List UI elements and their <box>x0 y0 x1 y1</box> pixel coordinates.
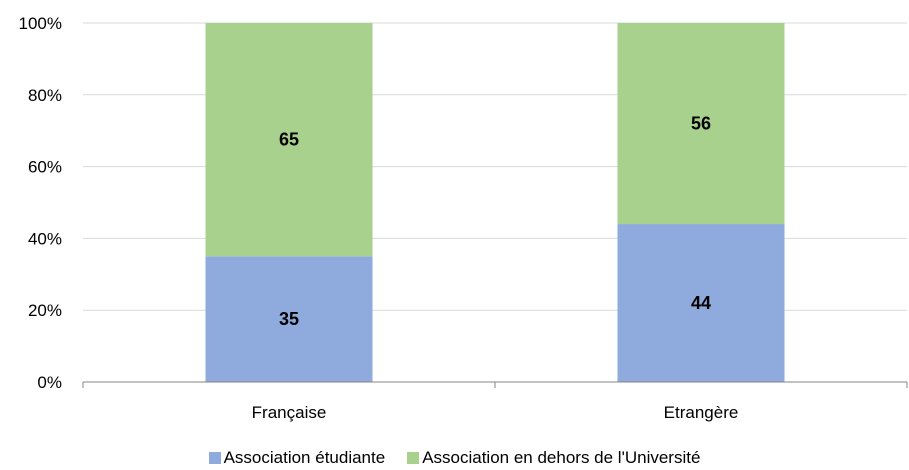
legend-swatch <box>208 452 221 464</box>
bar-segment <box>617 23 785 225</box>
x-axis-tick-labels: Française Etrangère <box>252 403 739 422</box>
y-tick-label: 40% <box>28 229 62 248</box>
y-tick-label: 100% <box>19 14 62 33</box>
legend-swatch <box>407 452 420 464</box>
x-axis <box>82 381 908 388</box>
x-tick-label: Française <box>252 403 327 422</box>
bar-value-label: 56 <box>691 114 711 134</box>
legend-item: Association étudiante <box>208 448 386 468</box>
legend: Association étudiante Association en deho… <box>0 446 909 470</box>
bar-value-label: 35 <box>279 309 299 329</box>
data-labels: 35 65 44 56 <box>279 114 711 330</box>
bars <box>205 23 785 382</box>
y-tick-label: 80% <box>28 86 62 105</box>
y-axis-tick-labels: 0% 20% 40% 60% 80% 100% <box>19 14 62 392</box>
y-tick-label: 60% <box>28 158 62 177</box>
x-tick-label: Etrangère <box>664 403 739 422</box>
bar-segment <box>205 23 373 257</box>
legend-item: Association en dehors de l'Université <box>407 448 700 468</box>
bar-value-label: 65 <box>279 130 299 150</box>
bar-segment <box>205 256 373 382</box>
y-tick-label: 0% <box>37 373 62 392</box>
bar-value-label: 44 <box>691 293 711 313</box>
y-tick-label: 20% <box>28 301 62 320</box>
bar-segment <box>617 224 785 382</box>
legend-label: Association étudiante <box>223 448 386 467</box>
legend-label: Association en dehors de l'Université <box>422 448 701 467</box>
